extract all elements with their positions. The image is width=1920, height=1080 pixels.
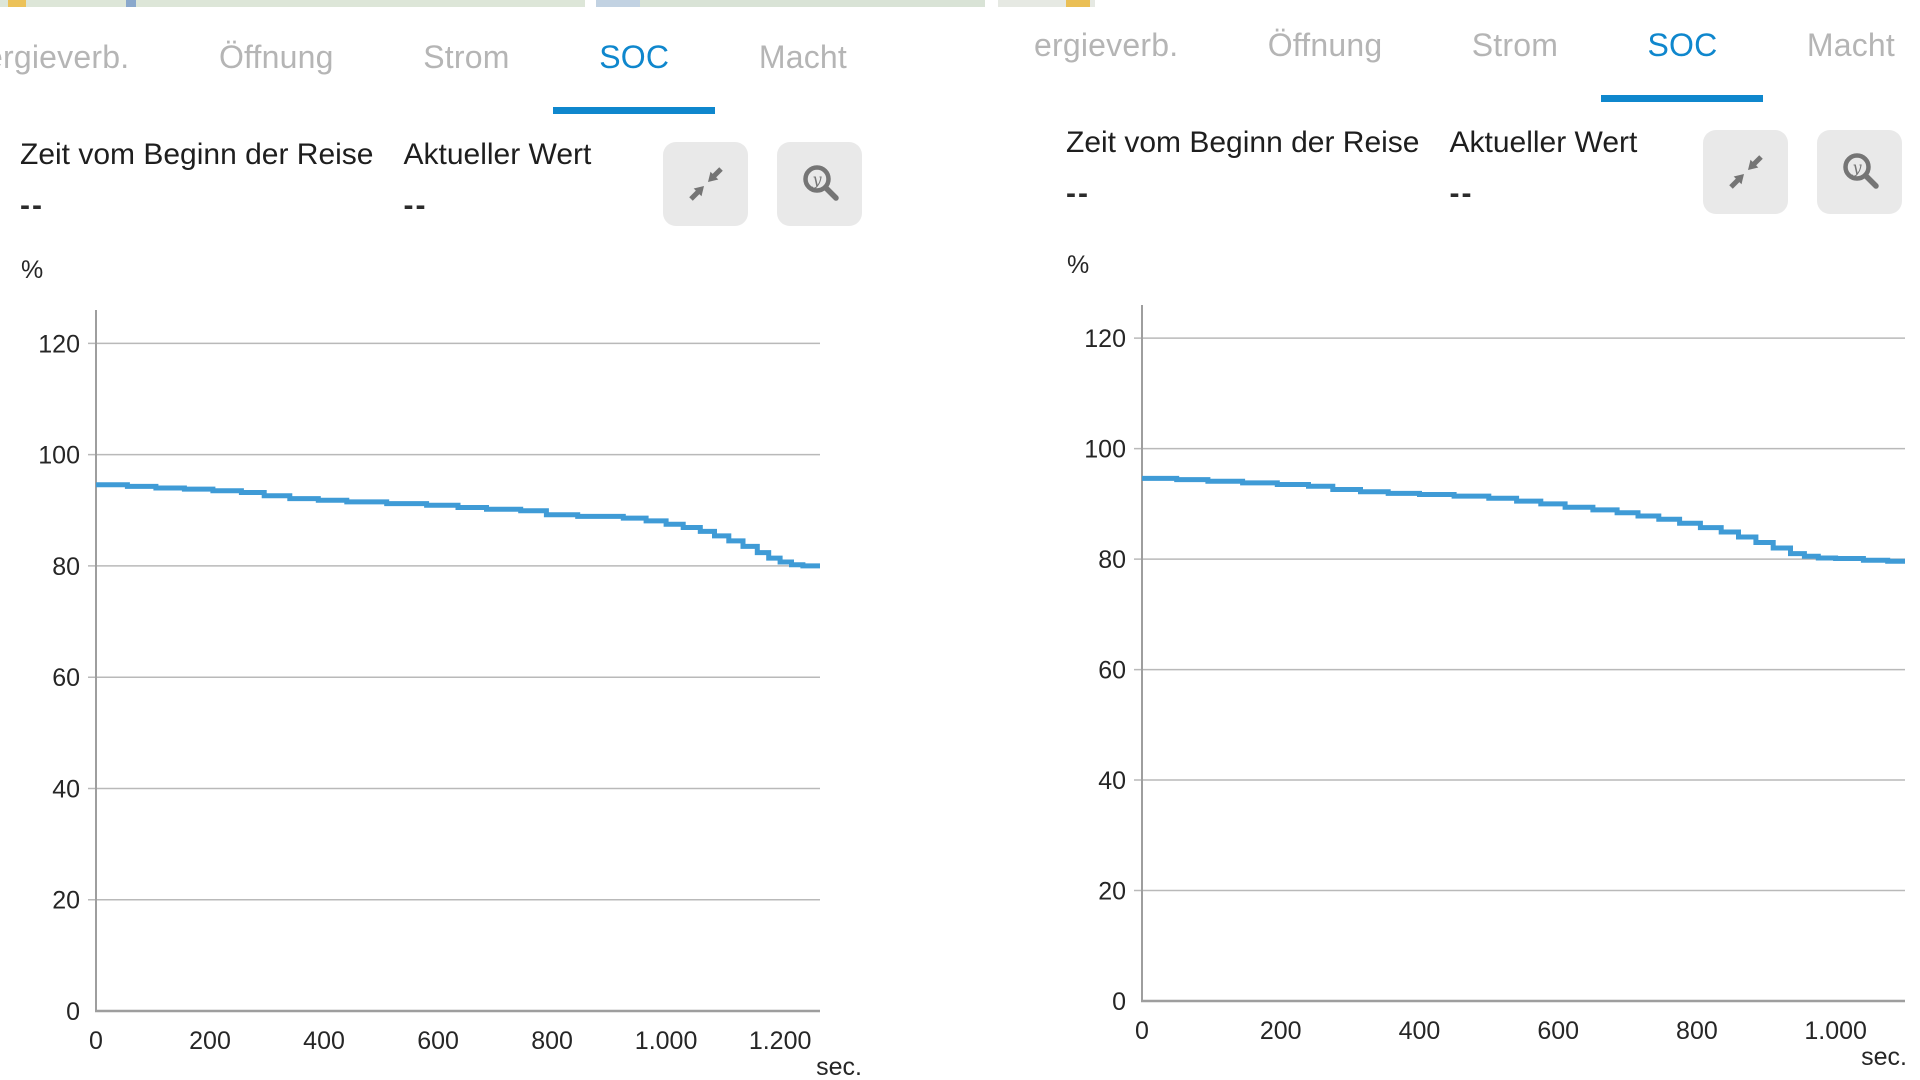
tab-label: SOC (599, 38, 670, 75)
collapse-button[interactable] (1703, 130, 1788, 214)
soc-line (96, 482, 820, 569)
chart-toolbar: y (663, 138, 862, 226)
tab-label: Macht (1806, 26, 1895, 63)
magnifier-y-icon: y (1842, 153, 1879, 189)
chart-toolbar: y (1703, 126, 1902, 214)
y-tick-label: 20 (52, 887, 80, 915)
trip-time-label: Zeit vom Beginn der Reise (20, 138, 374, 171)
tab-oeffnung[interactable]: Öffnung (1268, 0, 1383, 102)
y-axis-unit-label: % (1067, 251, 1089, 279)
y-tick-label: 100 (38, 442, 80, 470)
tab-label: Öffnung (218, 38, 334, 75)
info-row: Zeit vom Beginn der Reise -- Aktueller W… (1020, 126, 1920, 214)
tab-soc[interactable]: SOC (553, 0, 716, 114)
x-tick-label: 1.000 (635, 1027, 698, 1055)
x-tick-label: 200 (1260, 1017, 1302, 1045)
map-sliver-dot-blue (126, 0, 136, 7)
zoom-y-axis-button[interactable]: y (777, 142, 862, 226)
x-tick-label: 1.000 (1804, 1017, 1867, 1045)
soc-chart[interactable]: 0 20 40 60 80 100 120 0 200 400 600 800 1.000 1.200% s… (0, 250, 880, 1080)
collapse-button[interactable] (663, 142, 748, 226)
x-tick-label: 600 (417, 1027, 459, 1055)
trip-time-label: Zeit vom Beginn der Reise (1066, 126, 1420, 159)
active-tab-indicator (1601, 95, 1764, 102)
y-tick-label: 0 (66, 998, 80, 1026)
left-chart-panel: ergieverb. Öffnung Strom SOC Macht Zeit … (0, 0, 880, 1080)
y-tick-label: 0 (1112, 988, 1126, 1016)
map-sliver-mid (596, 0, 985, 7)
info-row: Zeit vom Beginn der Reise -- Aktueller W… (0, 138, 880, 226)
y-tick-label: 100 (1084, 436, 1126, 464)
y-tick-label: 80 (1098, 546, 1126, 574)
current-value-label: Aktueller Wert (1449, 126, 1638, 159)
current-value-block: Aktueller Wert -- (1450, 126, 1638, 211)
collapse-icon (1728, 155, 1763, 189)
y-tick-label: 60 (1098, 657, 1126, 685)
y-tick-label: 40 (1098, 767, 1126, 795)
x-tick-label: 1.200 (749, 1027, 812, 1055)
current-value: -- (1449, 177, 1474, 210)
y-tick-label: 120 (38, 330, 80, 358)
zoom-y-axis-button[interactable]: y (1817, 130, 1902, 214)
tab-macht[interactable]: Macht (759, 0, 847, 114)
soc-chart[interactable]: 0 20 40 60 80 100 120 0 200 400 600 800 1.000% sec. (1020, 238, 1920, 1080)
tab-label: Strom (1471, 26, 1559, 63)
tab-label: Macht (758, 38, 847, 75)
y-tick-label: 60 (52, 664, 80, 692)
current-value: -- (403, 189, 428, 222)
tab-energieverb[interactable]: ergieverb. (0, 0, 129, 114)
y-tick-label: 120 (1084, 325, 1126, 353)
tab-label: Öffnung (1267, 26, 1383, 63)
tab-macht[interactable]: Macht (1807, 0, 1895, 102)
map-sliver-mid-blue (596, 0, 640, 7)
active-tab-indicator (553, 107, 716, 114)
x-tick-label: 800 (1676, 1017, 1718, 1045)
x-tick-label: 800 (531, 1027, 573, 1055)
tab-strom[interactable]: Strom (1472, 0, 1558, 102)
y-tick-label: 20 (1098, 878, 1126, 906)
soc-line (1142, 475, 1905, 564)
tab-energieverb[interactable]: ergieverb. (1034, 0, 1178, 102)
collapse-icon (688, 167, 723, 201)
map-sliver-dot-orange (1066, 0, 1090, 7)
current-value-block: Aktueller Wert -- (404, 138, 592, 223)
x-tick-label: 0 (1135, 1017, 1149, 1045)
svg-text:y: y (1851, 158, 1862, 177)
trip-time-value: -- (1066, 177, 1090, 210)
tab-label: ergieverb. (1034, 26, 1179, 63)
tab-oeffnung[interactable]: Öffnung (219, 0, 334, 114)
tab-label: SOC (1647, 26, 1718, 63)
x-axis-unit-label: sec. (816, 1053, 862, 1080)
magnifier-y-icon: y (802, 165, 839, 201)
x-tick-label: 400 (1399, 1017, 1441, 1045)
trip-time-block: Zeit vom Beginn der Reise -- (20, 138, 374, 223)
right-chart-panel: ergieverb. Öffnung Strom SOC Macht Zeit … (1020, 0, 1920, 1072)
svg-text:y: y (811, 170, 822, 189)
tab-bar: ergieverb. Öffnung Strom SOC Macht (1020, 0, 1920, 102)
tab-soc[interactable]: SOC (1601, 0, 1764, 102)
x-axis-unit-label: sec. (1861, 1043, 1907, 1071)
tab-bar: ergieverb. Öffnung Strom SOC Macht (0, 0, 880, 114)
tab-label: ergieverb. (0, 38, 130, 75)
trip-time-value: -- (20, 189, 44, 222)
current-value-label: Aktueller Wert (403, 138, 592, 171)
x-tick-label: 0 (89, 1027, 103, 1055)
x-tick-label: 400 (303, 1027, 345, 1055)
y-tick-label: 40 (52, 775, 80, 803)
map-sliver-dot-yellow (8, 0, 26, 7)
map-sliver-right (998, 0, 1095, 7)
y-axis-unit-label: % (21, 256, 43, 284)
tab-label: Strom (423, 38, 510, 75)
y-tick-label: 80 (52, 553, 80, 581)
x-tick-label: 600 (1537, 1017, 1579, 1045)
map-sliver-left (0, 0, 585, 7)
trip-time-block: Zeit vom Beginn der Reise -- (1066, 126, 1420, 211)
x-tick-label: 200 (189, 1027, 231, 1055)
tab-strom[interactable]: Strom (423, 0, 509, 114)
